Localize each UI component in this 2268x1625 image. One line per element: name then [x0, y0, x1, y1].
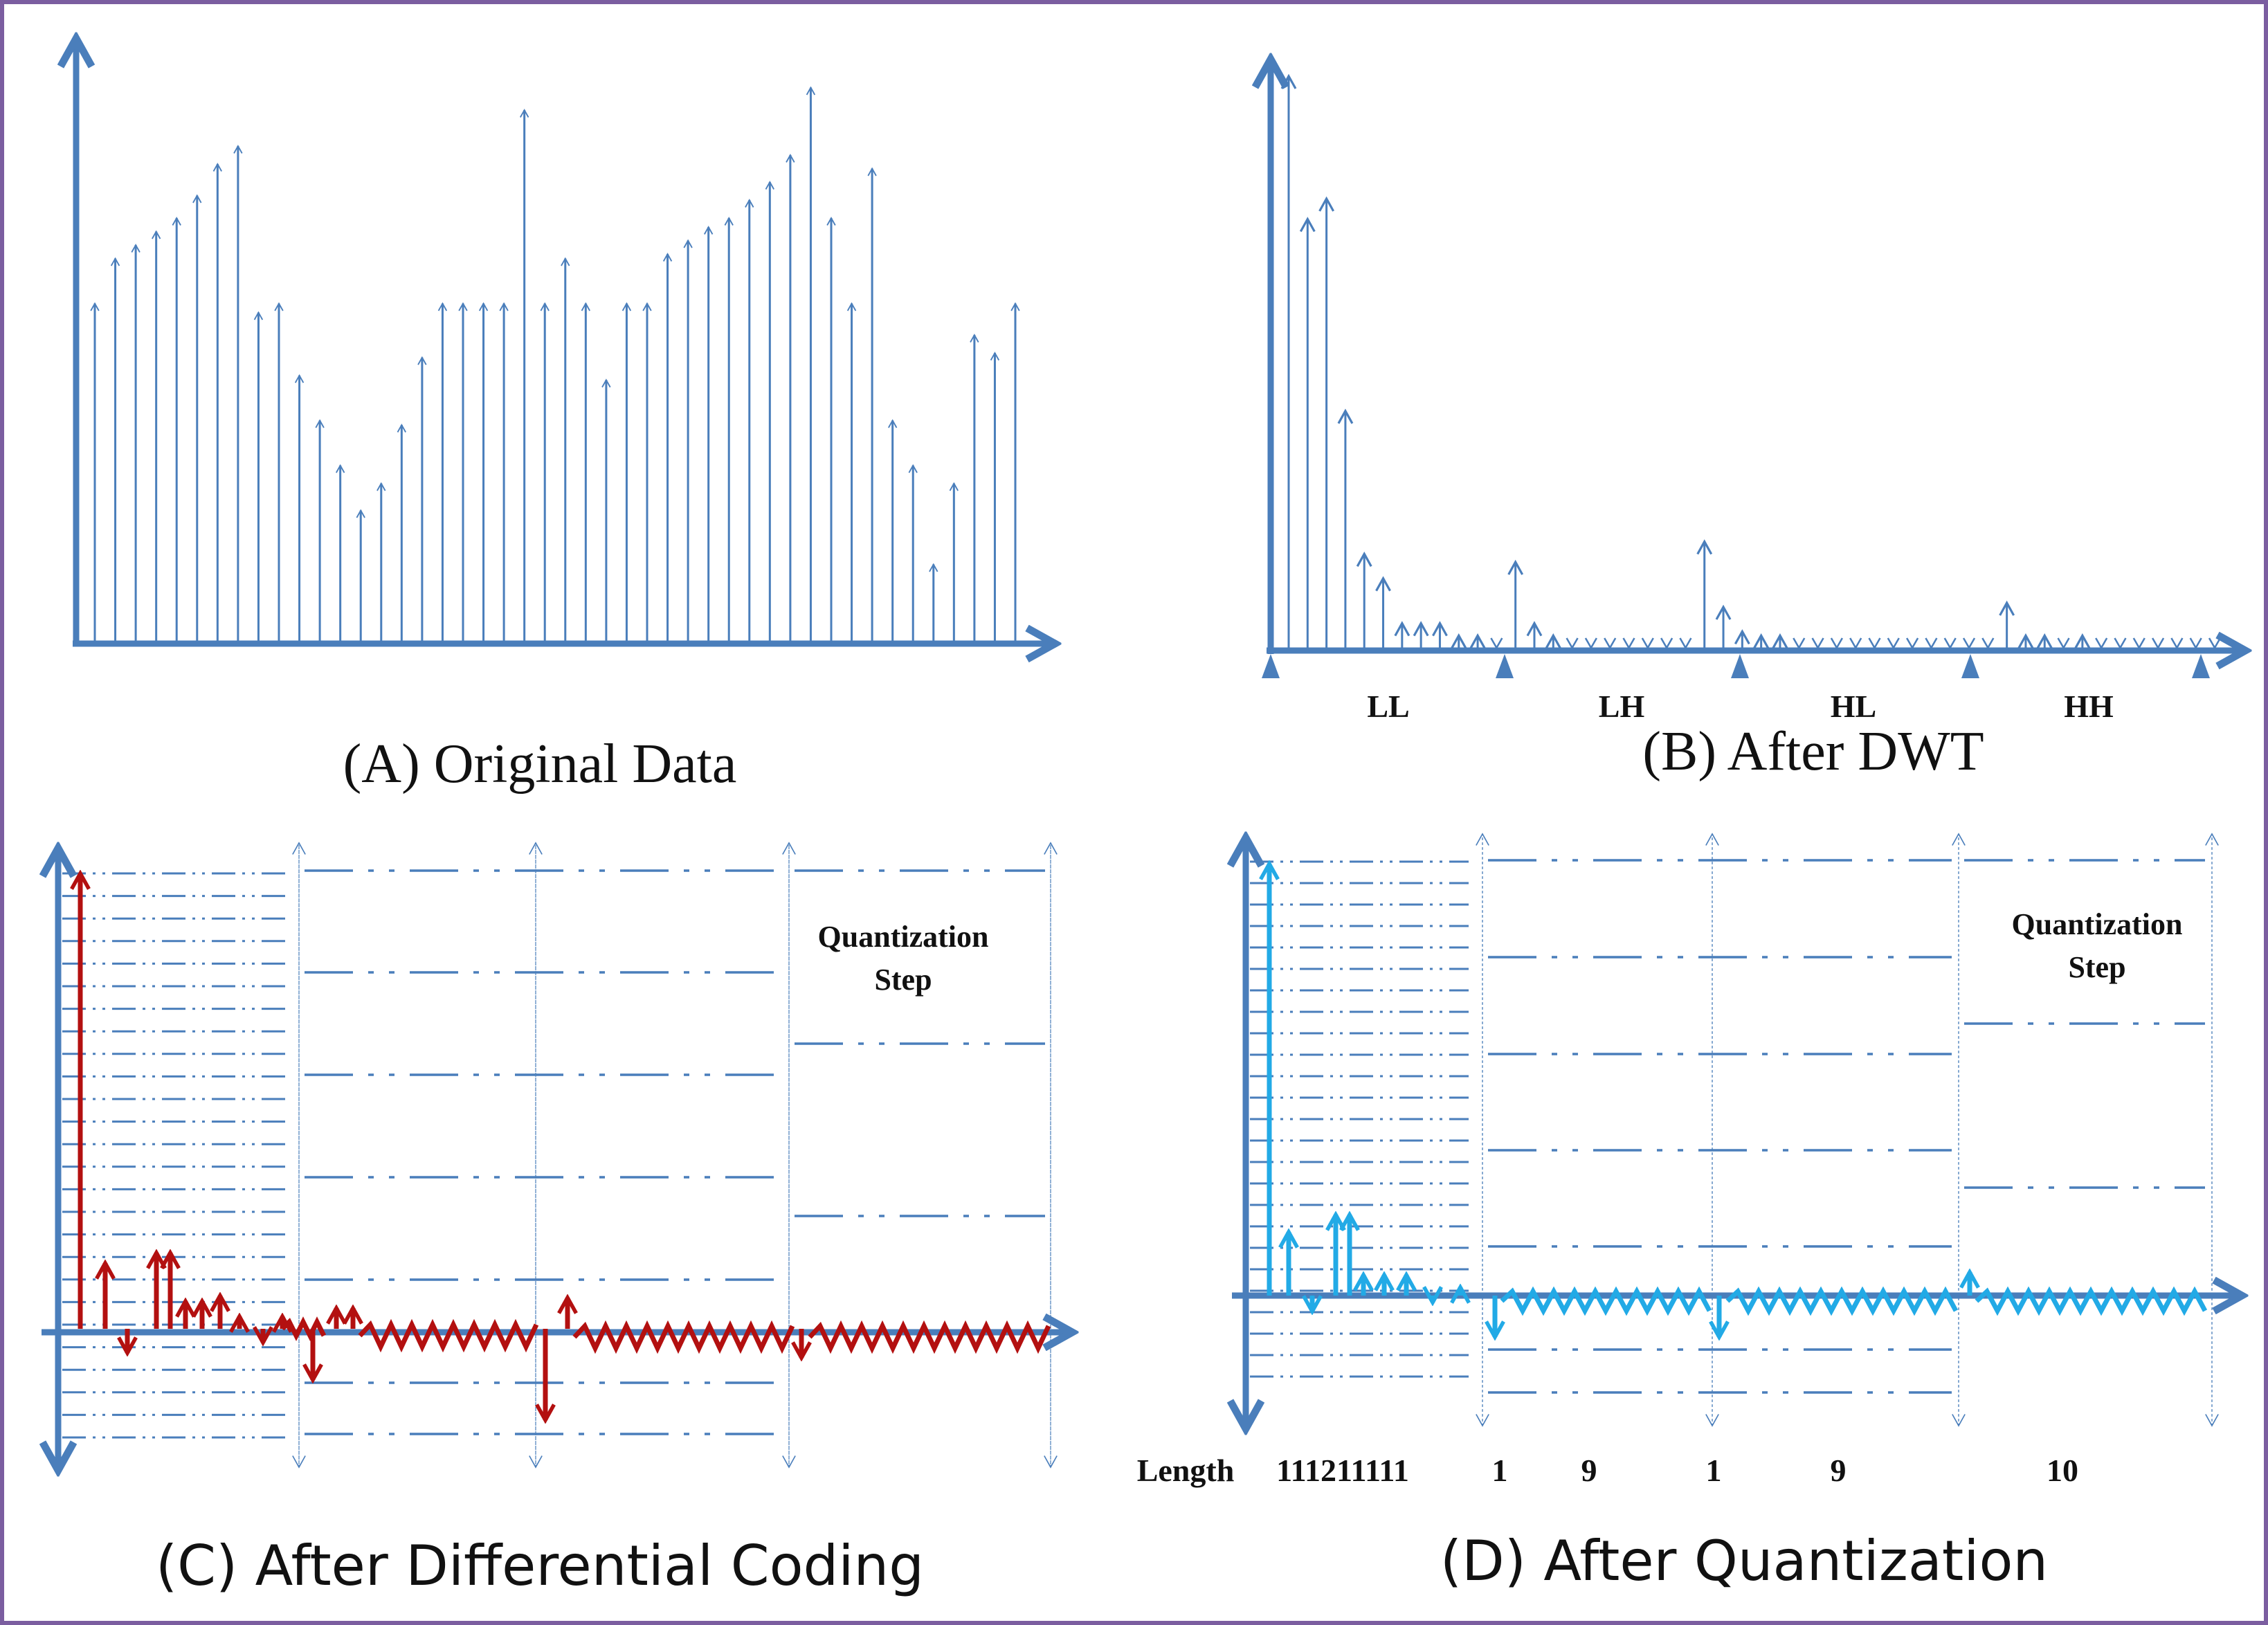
band-label-ll: LL	[1367, 689, 1409, 724]
panel-a-caption: (A) Original Data	[343, 734, 737, 795]
length-value: 1	[1706, 1453, 1722, 1488]
dwt-zero-coefficient	[1566, 637, 1579, 650]
dwt-zero-coefficient	[1981, 637, 1995, 650]
dwt-zero-coefficient	[1868, 637, 1881, 650]
dwt-zero-coefficient	[2114, 637, 2127, 650]
dwt-zero-coefficient	[1622, 637, 1635, 650]
length-value: 10	[2047, 1453, 2078, 1488]
band-boundary-marker	[1731, 654, 1749, 678]
dwt-zero-coefficient	[2095, 637, 2108, 650]
panel-after-quantization: Quantization Step Length 111211111 1 9 1 …	[1137, 834, 2239, 1593]
dwt-zero-coefficient	[1925, 637, 1938, 650]
band-label-lh: LH	[1599, 689, 1645, 724]
dwt-zero-coefficient	[1887, 637, 1900, 650]
dwt-zero-coefficient	[1849, 637, 1862, 650]
panel-b-stems	[1280, 73, 2222, 650]
panel-c-caption: (C) After Differential Coding	[156, 1534, 924, 1598]
dwt-zero-coefficient	[2208, 637, 2222, 650]
dwt-zero-coefficient	[1604, 637, 1617, 650]
length-value: 9	[1831, 1453, 1847, 1488]
dwt-zero-coefficient	[1793, 637, 1806, 650]
dwt-zero-coefficient	[1584, 637, 1597, 650]
panel-b-caption: (B) After DWT	[1642, 721, 1984, 782]
panel-c-quantization-grid	[62, 842, 1058, 1469]
panel-after-differential-coding: Quantization Step (C) After Differential …	[42, 842, 1069, 1598]
panel-c-quant-label: Quantization Step	[818, 920, 989, 997]
dwt-zero-coefficient	[1830, 637, 1843, 650]
dwt-zero-coefficient	[1906, 637, 1919, 650]
near-zero-coefficients	[1975, 1286, 2208, 1316]
dwt-zero-coefficient	[2189, 637, 2202, 650]
near-zero-coefficients	[1500, 1286, 1712, 1316]
dwt-zero-coefficient	[2132, 637, 2145, 650]
band-boundary-marker	[2192, 654, 2210, 678]
dwt-zero-coefficient	[1962, 637, 1976, 650]
dwt-zero-coefficient	[1660, 637, 1673, 650]
panel-d-quant-label: Quantization Step	[2012, 907, 2183, 984]
band-boundary-marker	[1961, 654, 1979, 678]
dwt-zero-coefficient	[1490, 637, 1503, 650]
dwt-zero-coefficient	[1811, 637, 1824, 650]
dwt-zero-coefficient	[2057, 637, 2070, 650]
panel-after-dwt: LL LH HL HH (B) After DWT	[1262, 62, 2242, 782]
band-boundary-marker	[1496, 654, 1514, 678]
band-boundary-marker	[1262, 654, 1280, 678]
near-zero-coefficients	[280, 1316, 327, 1341]
panel-original-data: (A) Original Data	[73, 42, 1052, 795]
near-zero-coefficients	[1725, 1286, 1959, 1316]
length-title: Length	[1137, 1453, 1235, 1488]
dwt-zero-coefficient	[2170, 637, 2184, 650]
panel-a-stems	[90, 86, 1020, 641]
panel-d-quantized-series	[1269, 864, 2208, 1337]
panel-c-diff-series	[80, 873, 1051, 1420]
length-value: 9	[1581, 1453, 1597, 1488]
band-label-hl: HL	[1831, 689, 1876, 724]
band-boundaries	[1262, 654, 2210, 678]
dwt-zero-coefficient	[1641, 637, 1654, 650]
near-zero-coefficients	[808, 1320, 1051, 1354]
near-zero-coefficients	[572, 1320, 795, 1354]
panel-d-caption: (D) After Quantization	[1440, 1529, 2048, 1593]
length-value-ll: 111211111	[1276, 1453, 1409, 1488]
dwt-zero-coefficient	[1943, 637, 1957, 650]
dwt-zero-coefficient	[1679, 637, 1692, 650]
near-zero-coefficients	[358, 1318, 539, 1353]
length-value: 1	[1492, 1453, 1508, 1488]
band-label-hh: HH	[2064, 689, 2114, 724]
dwt-zero-coefficient	[2151, 637, 2165, 650]
